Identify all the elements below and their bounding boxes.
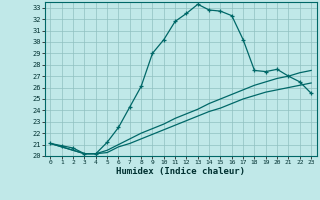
X-axis label: Humidex (Indice chaleur): Humidex (Indice chaleur) <box>116 167 245 176</box>
